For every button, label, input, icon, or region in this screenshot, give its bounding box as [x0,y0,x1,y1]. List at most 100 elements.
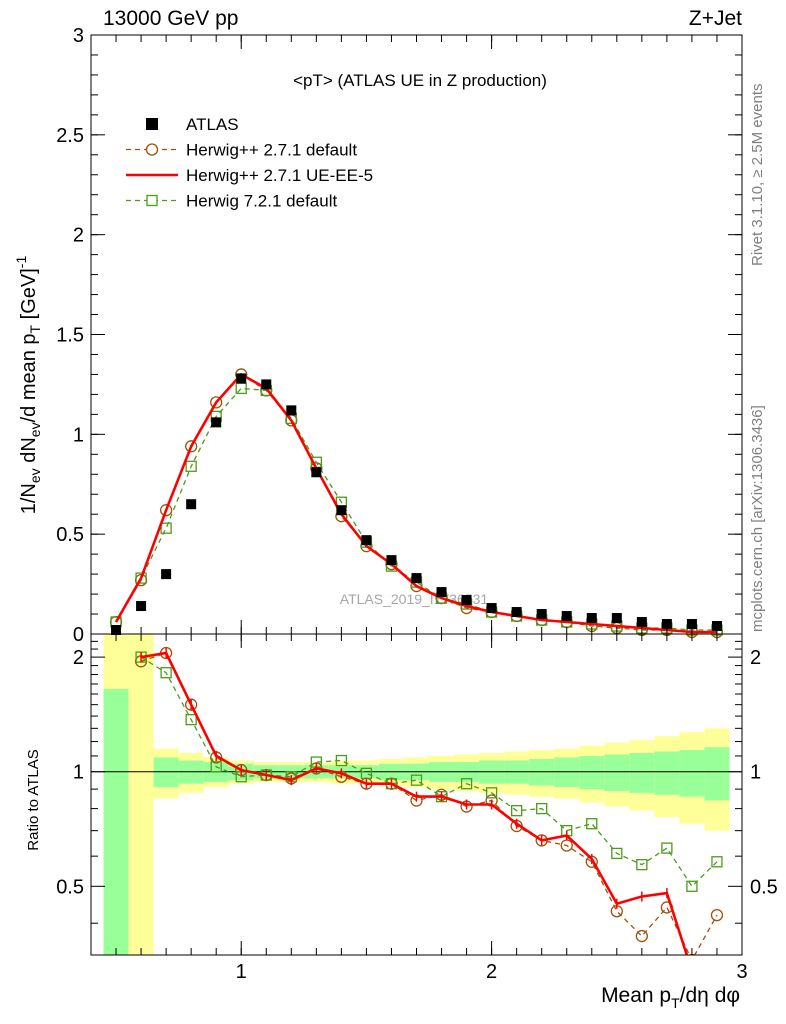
atlas-data-point [561,611,572,622]
ratio-3-marker [360,767,373,780]
xtick-label: 2 [486,961,497,983]
atlas-data-point [661,619,672,630]
ratio-3-marker [536,802,548,815]
legend-marker-atlas [146,118,158,130]
main-ytick-label: 2 [73,225,84,247]
ratio-3-marker [686,880,698,892]
ratio-3-marker [410,774,423,786]
legend-label: Herwig++ 2.7.1 UE-EE-5 [186,166,373,185]
ratio-ytick-label: 1 [73,762,84,784]
atlas-data-point [311,467,322,478]
atlas-data-point [386,555,397,566]
atlas-data-point [186,499,197,510]
watermark: ATLAS_2019_I1736531 [340,591,489,607]
ratio-3-marker [210,761,222,773]
atlas-data-point [336,505,347,516]
main-y-label: 1/Nev dNev/d mean pT [GeV]-1 [13,256,43,515]
ratio-1-marker [688,953,696,955]
legend-label: ATLAS [186,115,239,134]
ratio-2-line [140,651,689,955]
ratio-ytick-label: 0.5 [56,876,84,898]
axes: 0 0.5 1 1.5 2 2.5 3 0.5 0.5 1 1 2 2 1 2 3 [56,25,778,983]
atlas-data-point [286,405,297,416]
ratio-ytick-label-right: 0.5 [750,876,778,898]
ratio-3-marker [160,667,172,679]
main-3-line [115,387,717,631]
main-ytick-label: 1 [73,424,84,446]
green-band-bin [704,747,730,801]
side-text-top: Rivet 3.1.10, ≥ 2.5M events [749,84,766,267]
main-ytick-label: 3 [73,25,84,47]
green-band-bin [679,750,705,797]
atlas-data-point [361,535,372,546]
main-2-line [114,372,717,634]
green-band-bin [579,755,605,790]
atlas-data-point [261,379,272,390]
header-left: 13000 GeV pp [103,7,238,30]
ratio-y-label: Ratio to ATLAS [25,749,42,850]
atlas-data-point [436,587,447,598]
atlas-data-point [536,609,547,620]
main-ytick-label: 2.5 [56,125,84,147]
x-axis-label: Mean pT/dη dφ [601,984,740,1011]
atlas-data-point [486,603,497,614]
atlas-data-point [211,417,222,428]
header-right: Z+Jet [689,7,742,30]
atlas-data-point [136,601,147,612]
ratio-3-marker [185,714,197,726]
green-band-bin [554,757,580,788]
ratio-3-marker [611,847,623,860]
ratio-ytick-label-right: 2 [750,647,761,669]
ratio-1-marker [710,908,724,922]
legend: ATLAS Herwig++ 2.7.1 default Herwig++ 2.7.… [126,115,373,211]
green-band-bin [529,758,555,786]
legend-marker-square [146,194,158,207]
green-band-bin [103,688,129,955]
ratio-ytick-label: 2 [73,647,84,669]
ratio-3-marker [661,842,673,854]
yellow-band-bin [128,634,154,955]
green-band-bin [604,754,630,791]
legend-label: Herwig++ 2.7.1 default [186,141,357,160]
main-ytick-label: 0.5 [56,524,84,546]
side-text-bottom: mcplots.cern.ch [arXiv:1306.3436] [749,405,766,632]
ratio-3-marker [636,858,648,871]
atlas-data-point [236,373,247,384]
green-band-bin [629,752,655,793]
main-ytick-label: 1.5 [56,325,84,347]
ratio-3-line [140,656,718,888]
legend-label: Herwig 7.2.1 default [186,192,337,211]
main-1-marker [159,504,173,517]
ratio-panel-series [134,646,724,955]
main-3-marker [135,572,147,584]
ratio-3-marker [460,778,473,790]
ratio-1-marker [185,698,198,711]
atlas-data-point [411,573,422,584]
plot-title: <pT> (ATLAS UE in Z production) [293,71,547,90]
atlas-data-point [461,595,472,606]
main-1-marker [185,440,198,453]
main-ytick-label: 0 [73,624,84,646]
ratio-3-marker [485,787,498,799]
atlas-data-point [611,613,622,624]
main-1-marker [210,396,223,409]
ratio-3-marker [711,856,723,868]
green-band-bin [654,751,680,795]
ratio-3-marker [511,805,523,817]
atlas-data-point [711,621,722,632]
xtick-label: 1 [236,961,247,983]
green-band-bin [153,757,179,788]
ratio-3-marker [335,754,348,767]
atlas-data-point [636,617,647,628]
atlas-data-point [686,619,697,630]
ratio-1-marker [635,929,648,943]
atlas-data-point [511,607,522,618]
atlas-data-point [161,569,172,580]
legend-marker-circle [145,143,159,156]
main-3-marker [160,522,172,534]
ratio-3-marker [586,818,598,830]
ratio-ytick-label-right: 1 [750,762,761,784]
xtick-label: 3 [736,961,747,983]
atlas-data-point [586,613,597,624]
